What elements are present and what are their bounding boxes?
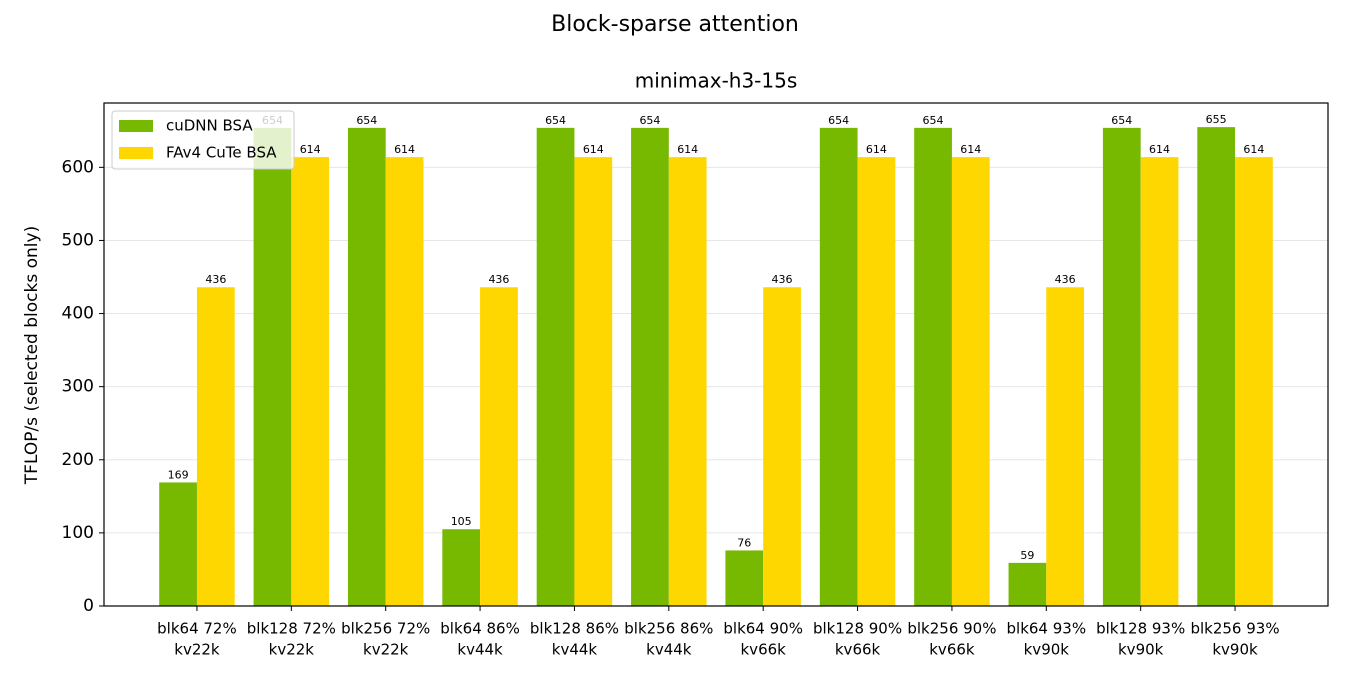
bar bbox=[480, 287, 518, 606]
bar bbox=[857, 157, 896, 606]
bar-value-label: 654 bbox=[545, 114, 566, 127]
bar bbox=[914, 127, 952, 607]
bar bbox=[291, 157, 330, 606]
x-tick-label: blk64 86% bbox=[440, 620, 520, 638]
bar bbox=[668, 157, 707, 606]
bar-value-label: 614 bbox=[677, 143, 698, 156]
bar bbox=[631, 127, 669, 607]
x-tick-label: kv66k bbox=[835, 641, 881, 659]
chart-title: Block-sparse attention bbox=[551, 12, 799, 37]
bar bbox=[1235, 157, 1273, 606]
x-tick-label: blk128 93% bbox=[1096, 620, 1185, 638]
bar-value-label: 436 bbox=[1055, 273, 1076, 286]
x-tick-label: kv22k bbox=[269, 641, 315, 659]
bar-value-label: 654 bbox=[639, 114, 660, 127]
bar bbox=[347, 127, 386, 607]
x-tick-label: kv44k bbox=[552, 641, 598, 659]
x-tick-label: blk64 93% bbox=[1007, 620, 1087, 638]
chart-subtitle: minimax-h3-15s bbox=[635, 69, 798, 93]
y-tick-label: 500 bbox=[62, 230, 94, 250]
bar-value-label: 655 bbox=[1206, 113, 1227, 126]
bar bbox=[951, 157, 990, 606]
x-tick-label: kv90k bbox=[1118, 641, 1164, 659]
y-tick-label: 200 bbox=[62, 450, 94, 470]
legend-swatch bbox=[119, 120, 153, 132]
x-tick-label: blk256 90% bbox=[907, 620, 996, 638]
bar-value-label: 614 bbox=[866, 143, 887, 156]
bar bbox=[1008, 562, 1047, 606]
bar-value-label: 436 bbox=[205, 273, 226, 286]
bar bbox=[725, 550, 764, 606]
bar-value-label: 105 bbox=[451, 515, 472, 528]
x-tick-label: blk64 72% bbox=[157, 620, 237, 638]
bar-value-label: 614 bbox=[394, 143, 415, 156]
bar-value-label: 76 bbox=[737, 536, 751, 549]
x-tick-label: blk256 72% bbox=[341, 620, 430, 638]
bar-value-label: 654 bbox=[1111, 114, 1132, 127]
bar-value-label: 436 bbox=[488, 273, 509, 286]
x-tick-label: kv90k bbox=[1212, 641, 1258, 659]
plot-frame bbox=[103, 102, 1329, 607]
x-tick-label: blk128 86% bbox=[530, 620, 619, 638]
bar bbox=[159, 482, 197, 606]
legend-label: FAv4 CuTe BSA bbox=[166, 144, 277, 162]
x-tick-label: blk128 72% bbox=[247, 620, 336, 638]
x-tick-label: blk64 90% bbox=[723, 620, 803, 638]
bar bbox=[1102, 127, 1141, 607]
x-tick-label: kv90k bbox=[1024, 641, 1070, 659]
y-tick-label: 0 bbox=[83, 596, 94, 616]
y-tick-label: 100 bbox=[62, 523, 94, 543]
legend-box bbox=[111, 110, 295, 170]
bar-value-label: 654 bbox=[356, 114, 377, 127]
bar-value-label: 436 bbox=[772, 273, 793, 286]
y-axis-label: TFLOP/s (selected blocks only) bbox=[22, 226, 42, 485]
bar bbox=[574, 157, 613, 606]
bar bbox=[763, 287, 801, 606]
bar-value-label: 654 bbox=[828, 114, 849, 127]
bar-value-label: 614 bbox=[300, 143, 321, 156]
bar-value-label: 614 bbox=[960, 143, 981, 156]
bar-value-label: 59 bbox=[1020, 549, 1034, 562]
legend-label: cuDNN BSA bbox=[166, 117, 253, 135]
x-tick-label: blk128 90% bbox=[813, 620, 902, 638]
bar-value-label: 614 bbox=[583, 143, 604, 156]
bar bbox=[253, 127, 292, 607]
bar bbox=[385, 157, 424, 606]
x-tick-label: kv44k bbox=[457, 641, 503, 659]
bar-value-label: 614 bbox=[1243, 143, 1264, 156]
bar bbox=[1197, 127, 1236, 606]
x-tick-label: kv22k bbox=[174, 641, 220, 659]
bar-value-label: 654 bbox=[923, 114, 944, 127]
x-tick-label: blk256 93% bbox=[1190, 620, 1279, 638]
bar bbox=[1046, 287, 1085, 606]
bar bbox=[536, 127, 575, 607]
y-tick-label: 300 bbox=[62, 377, 94, 397]
legend: cuDNN BSA FAv4 CuTe BSA bbox=[111, 110, 295, 170]
bar-value-label: 614 bbox=[1149, 143, 1170, 156]
x-tick-label: kv44k bbox=[646, 641, 692, 659]
bar bbox=[196, 287, 235, 606]
bar bbox=[442, 529, 481, 606]
x-tick-label: kv66k bbox=[929, 641, 975, 659]
x-tick-label: blk256 86% bbox=[624, 620, 713, 638]
x-tick-label: kv22k bbox=[363, 641, 409, 659]
x-tick-label: kv66k bbox=[741, 641, 787, 659]
legend-swatch bbox=[119, 147, 153, 159]
y-tick-label: 400 bbox=[62, 304, 94, 324]
bar bbox=[1140, 157, 1179, 606]
y-tick-label: 600 bbox=[62, 157, 94, 177]
bar bbox=[819, 127, 858, 607]
bar-value-label: 169 bbox=[168, 468, 189, 481]
